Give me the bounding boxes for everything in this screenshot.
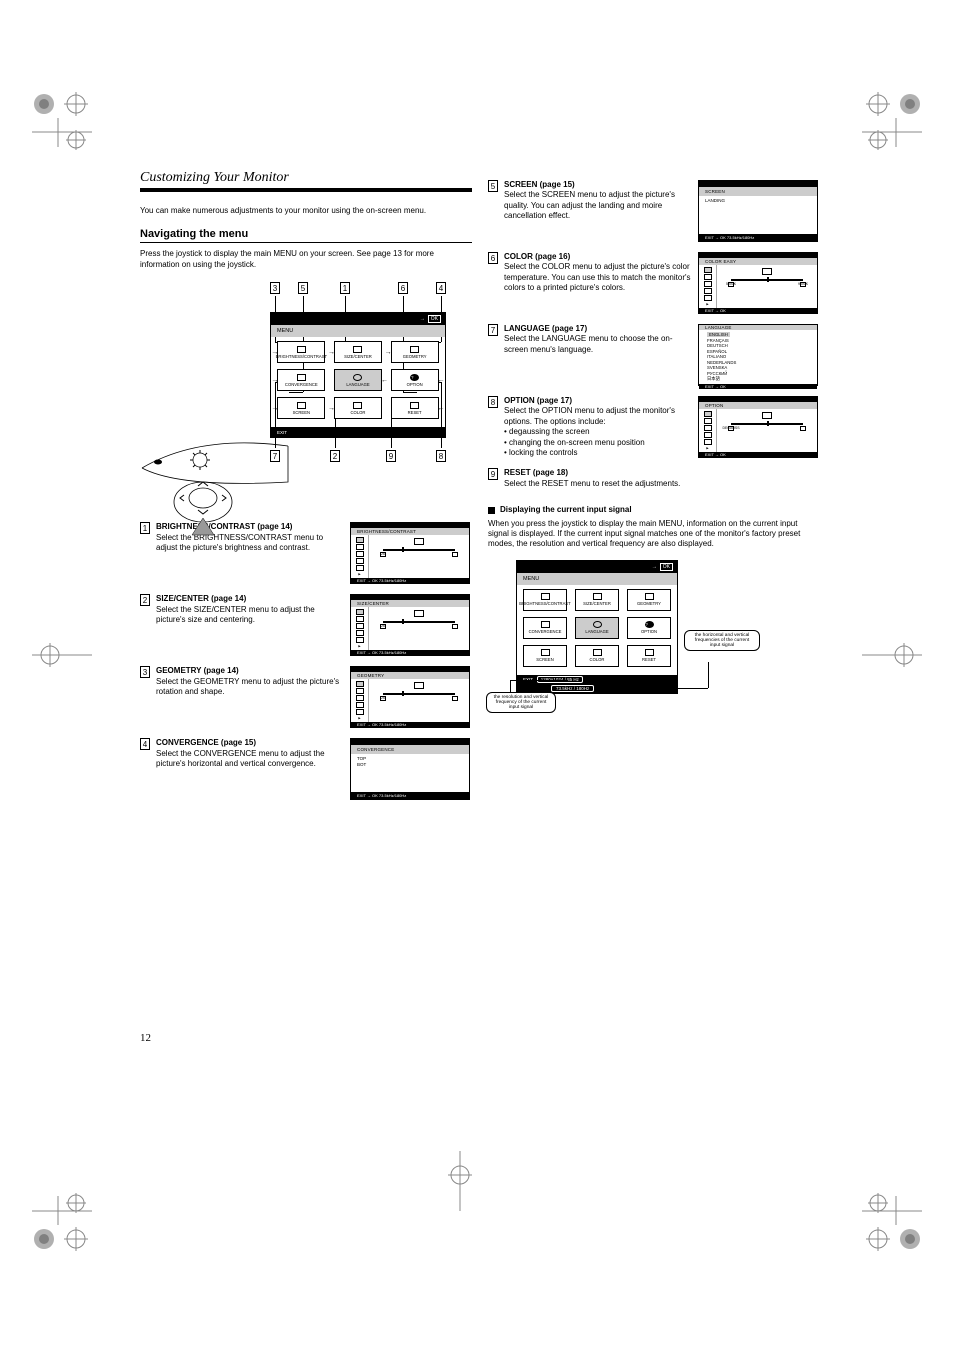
reg-mark-mr [862, 625, 922, 685]
display-current-heading: Displaying the current input signal [500, 505, 632, 514]
osd-thumbnail: COLOR EASY ▶ 5000K9300K EXIT → OK [698, 252, 818, 314]
osd-thumbnail: OPTION ▶ DEGAUSS EXIT → OK [698, 396, 818, 458]
osd-thumbnail: LANGUAGE ENGLISHFRANÇAISDEUTSCHESPAÑOLIT… [698, 324, 818, 386]
menu-item-row: 5 SCREEN (page 15)Select the SCREEN menu… [488, 180, 820, 242]
display-current-text: When you press the joystick to display t… [488, 519, 820, 550]
menu-item-row: 3 GEOMETRY (page 14)Select the GEOMETRY … [140, 666, 472, 728]
menu-item-row: 7 LANGUAGE (page 17)Select the LANGUAGE … [488, 324, 820, 386]
reg-mark-tr [862, 92, 922, 152]
osd-thumbnail: SIZE/CENTER ▶ 26 EXIT → OK 73.5kHz/180Hz [350, 594, 470, 656]
main-menu-panel: →OK MENU →BRIGHTNESS/CONTRAST →SIZE/CENT… [270, 312, 446, 438]
callout-frequency: the horizontal and vertical frequencies … [684, 630, 760, 652]
osd-thumbnail: CONVERGENCE TOPBOT EXIT → OK 73.5kHz/180… [350, 738, 470, 800]
reg-mark-ml [32, 625, 92, 685]
menu-overview-diagram: 3 5 1 6 4 7 2 9 8 [140, 282, 460, 502]
menu-item-row: 9 RESET (page 18)Select the RESET menu t… [488, 468, 820, 489]
reg-mark-bl [32, 1191, 92, 1251]
osd-thumbnail: GEOMETRY ▶ 26 EXIT → OK 73.5kHz/180Hz [350, 666, 470, 728]
page-number: 12 [140, 1032, 151, 1044]
reg-mark-br [862, 1191, 922, 1251]
osd-thumbnail: BRIGHTNESS/CONTRAST ▶ 26 EXIT → OK 73.5k… [350, 522, 470, 584]
signal-menu-diagram: →OK MENU BRIGHTNESS/CONTRAST SIZE/CENTER… [488, 560, 688, 694]
reg-mark-tl [32, 92, 92, 152]
menu-item-row: 6 COLOR (page 16)Select the COLOR menu t… [488, 252, 820, 314]
menu-item-row: 4 CONVERGENCE (page 15)Select the CONVER… [140, 738, 472, 800]
osd-thumbnail: SCREEN LANDING EXIT → OK 73.5kHz/180Hz [698, 180, 818, 242]
page-heading: Customizing Your Monitor [140, 170, 472, 192]
reg-mark-bc [430, 1151, 490, 1211]
menu-item-row: 2 SIZE/CENTER (page 14)Select the SIZE/C… [140, 594, 472, 656]
menu-item-row: 8 OPTION (page 17)Select the OPTION menu… [488, 396, 820, 458]
body-intro: You can make numerous adjustments to you… [140, 206, 472, 216]
nav-text: Press the joystick to display the main M… [140, 249, 472, 270]
subheading-nav: Navigating the menu [140, 228, 472, 243]
square-bullet-icon [488, 507, 495, 514]
callout-resolution: the resolution and vertical frequency of… [486, 692, 556, 714]
